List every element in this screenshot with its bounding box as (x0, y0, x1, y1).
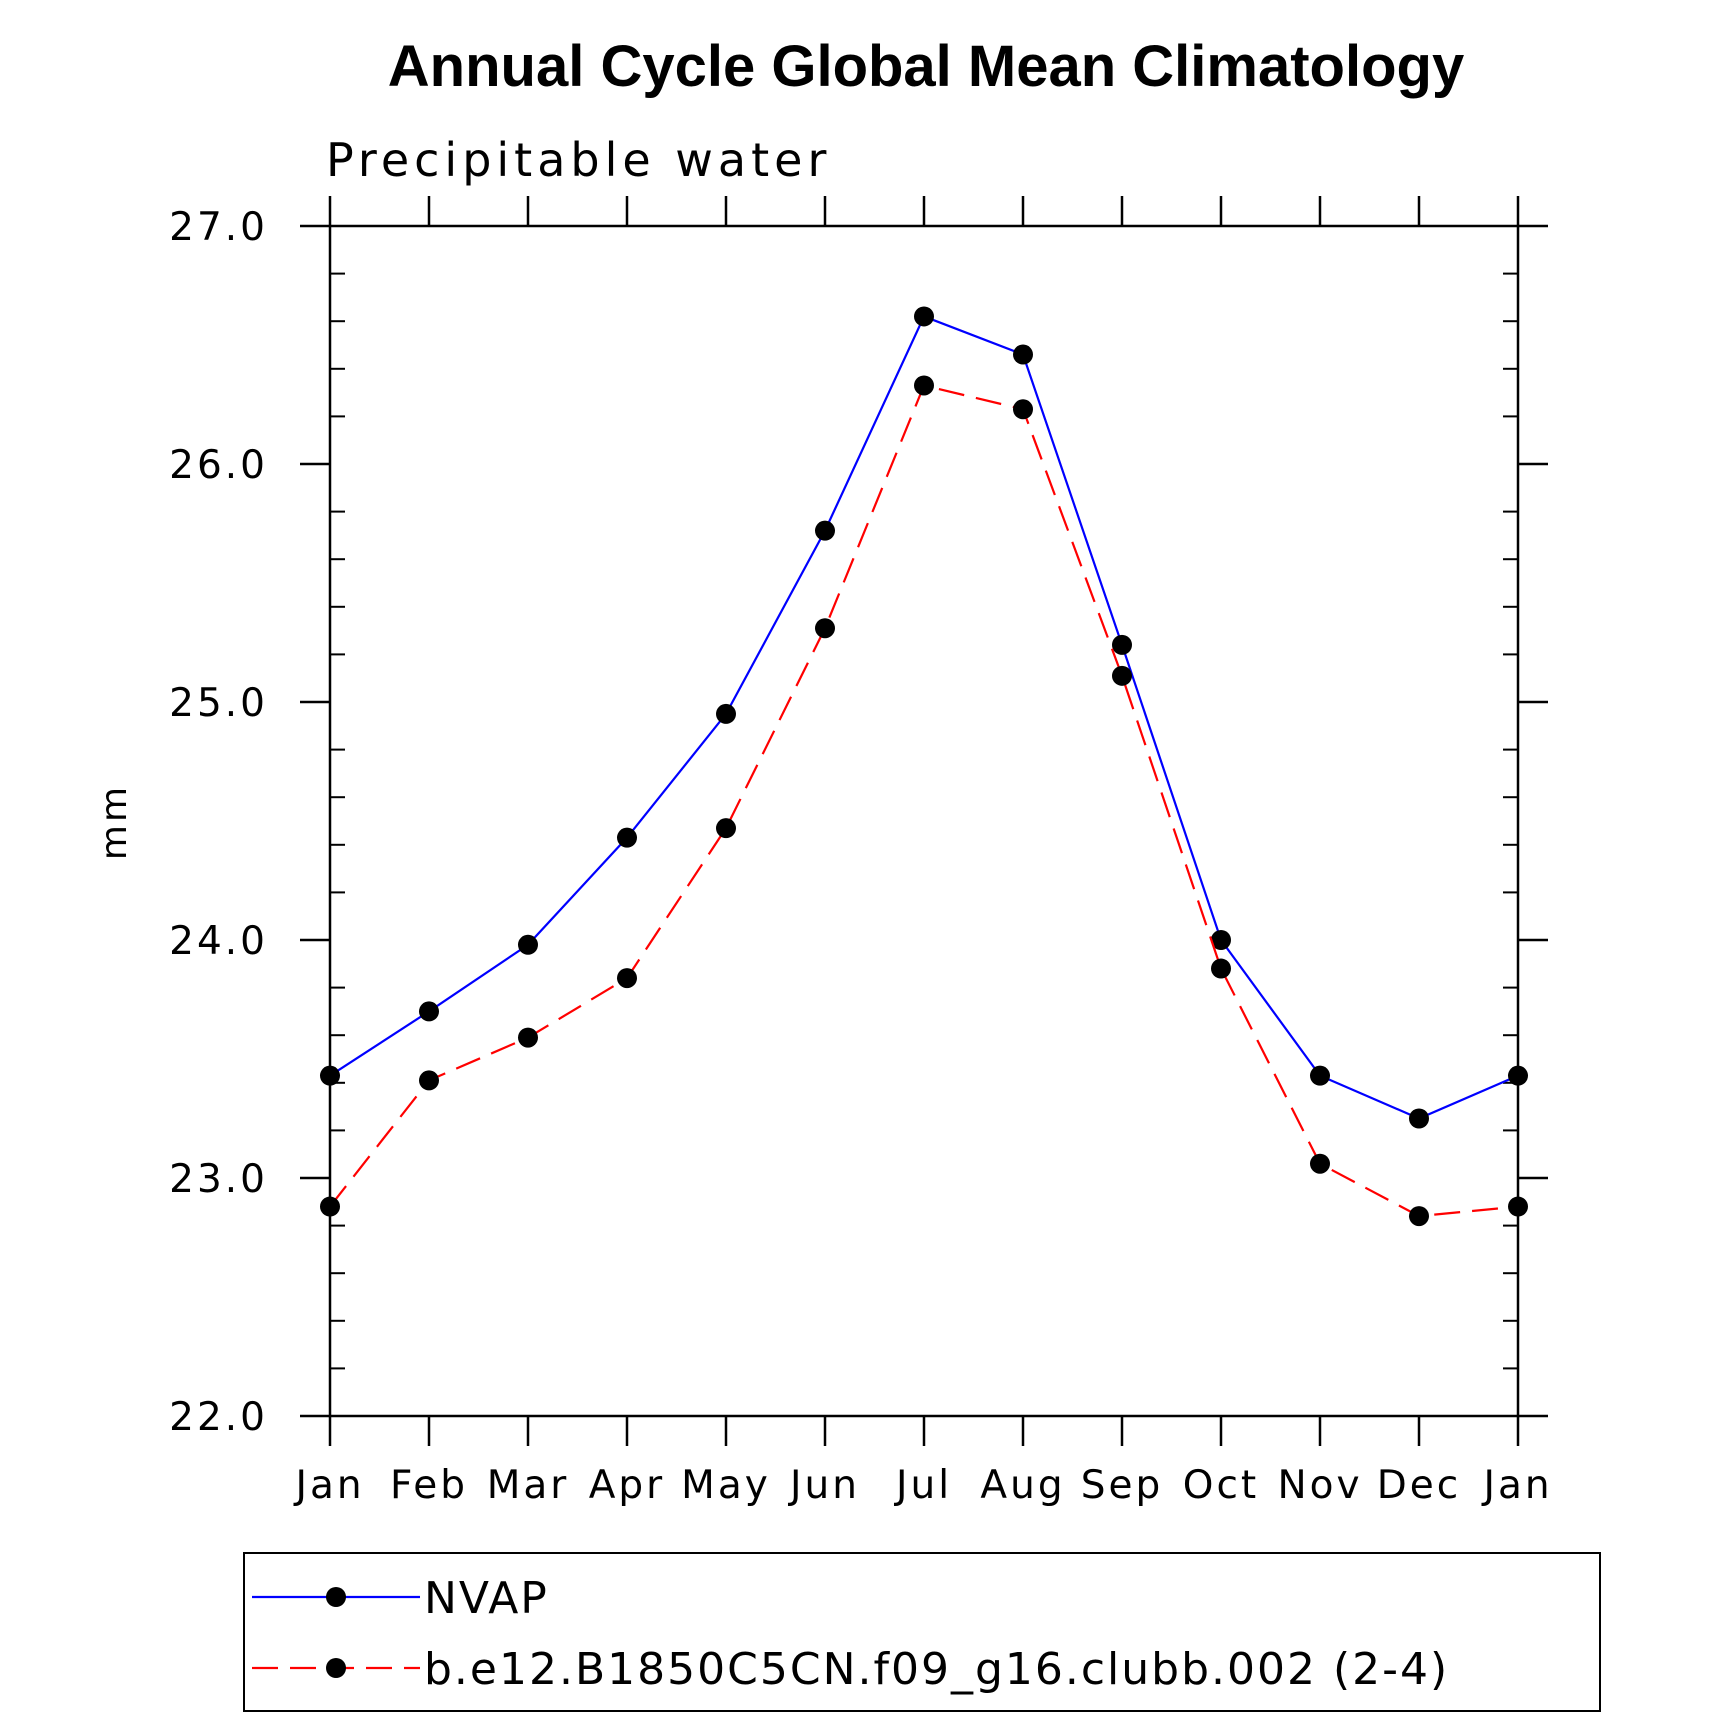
legend-marker-0 (326, 1587, 346, 1607)
data-point-series-1 (518, 1027, 538, 1048)
plot-frame (328, 224, 1520, 1418)
data-point-series-1 (1508, 1196, 1528, 1217)
data-point-series-0 (1310, 1065, 1330, 1086)
legend-box (243, 1552, 1601, 1712)
data-point-series-1 (716, 818, 736, 839)
legend-label-0: NVAP (424, 1573, 549, 1624)
x-tick-label: Sep (1081, 1463, 1164, 1508)
chart-title: Annual Cycle Global Mean Climatology (388, 34, 1464, 99)
x-tick-label: Mar (487, 1463, 570, 1508)
x-tick-label: Jan (292, 1463, 364, 1508)
data-point-series-1 (1409, 1206, 1429, 1227)
data-point-series-0 (1013, 344, 1033, 365)
series-layer (320, 306, 1528, 1227)
data-point-series-0 (419, 1001, 439, 1022)
axes: 22.0 23.0 24.0 25.0 26.0 27.0 Jan Feb Mar Apr May J… (169, 196, 1552, 1508)
data-point-series-0 (1508, 1065, 1528, 1086)
x-tick-label: Apr (589, 1463, 665, 1508)
x-tick-label: Aug (980, 1463, 1065, 1508)
y-tick-label: 26.0 (169, 443, 268, 488)
data-point-series-0 (320, 1065, 340, 1086)
data-point-series-1 (419, 1070, 439, 1091)
y-tick-label: 22.0 (169, 1395, 268, 1440)
data-point-series-0 (1112, 634, 1132, 655)
x-tick-label: Jun (787, 1463, 860, 1508)
data-point-series-1 (617, 968, 637, 989)
data-point-series-0 (1409, 1108, 1429, 1129)
x-tick-label: Jan (1480, 1463, 1552, 1508)
y-tick-label: 25.0 (169, 681, 268, 726)
data-point-series-1 (320, 1196, 340, 1217)
legend-marker-1 (326, 1658, 346, 1678)
y-tick-label: 23.0 (169, 1157, 268, 1202)
data-point-series-0 (815, 520, 835, 541)
data-point-series-1 (1013, 399, 1033, 420)
data-point-series-1 (815, 618, 835, 639)
data-point-series-1 (1310, 1153, 1330, 1174)
x-tick-label: May (681, 1463, 771, 1508)
legend-label-1: b.e12.B1850C5CN.f09_g16.clubb.002 (2-4) (424, 1644, 1449, 1695)
x-tick-label: Oct (1183, 1463, 1259, 1508)
legend: NVAP b.e12.B1850C5CN.f09_g16.clubb.002 (2… (243, 1552, 1601, 1712)
data-point-series-0 (914, 306, 934, 327)
y-tick-label: 27.0 (169, 205, 268, 250)
x-tick-label: Feb (390, 1463, 468, 1508)
data-point-series-0 (716, 703, 736, 724)
data-point-series-0 (518, 934, 538, 955)
y-axis-label: mm (94, 784, 135, 860)
data-point-series-0 (617, 827, 637, 848)
y-tick-label: 24.0 (169, 919, 268, 964)
x-tick-label: Nov (1277, 1463, 1362, 1508)
data-point-series-1 (1112, 665, 1132, 686)
series-line-0 (329, 315, 1519, 1120)
data-point-series-1 (1211, 958, 1231, 979)
data-point-series-0 (1211, 930, 1231, 950)
series-line-1 (329, 384, 1519, 1218)
data-point-series-1 (914, 375, 934, 396)
x-tick-label: Jul (893, 1463, 952, 1508)
chart-subtitle: Precipitable water (326, 133, 831, 187)
x-tick-label: Dec (1377, 1463, 1461, 1508)
